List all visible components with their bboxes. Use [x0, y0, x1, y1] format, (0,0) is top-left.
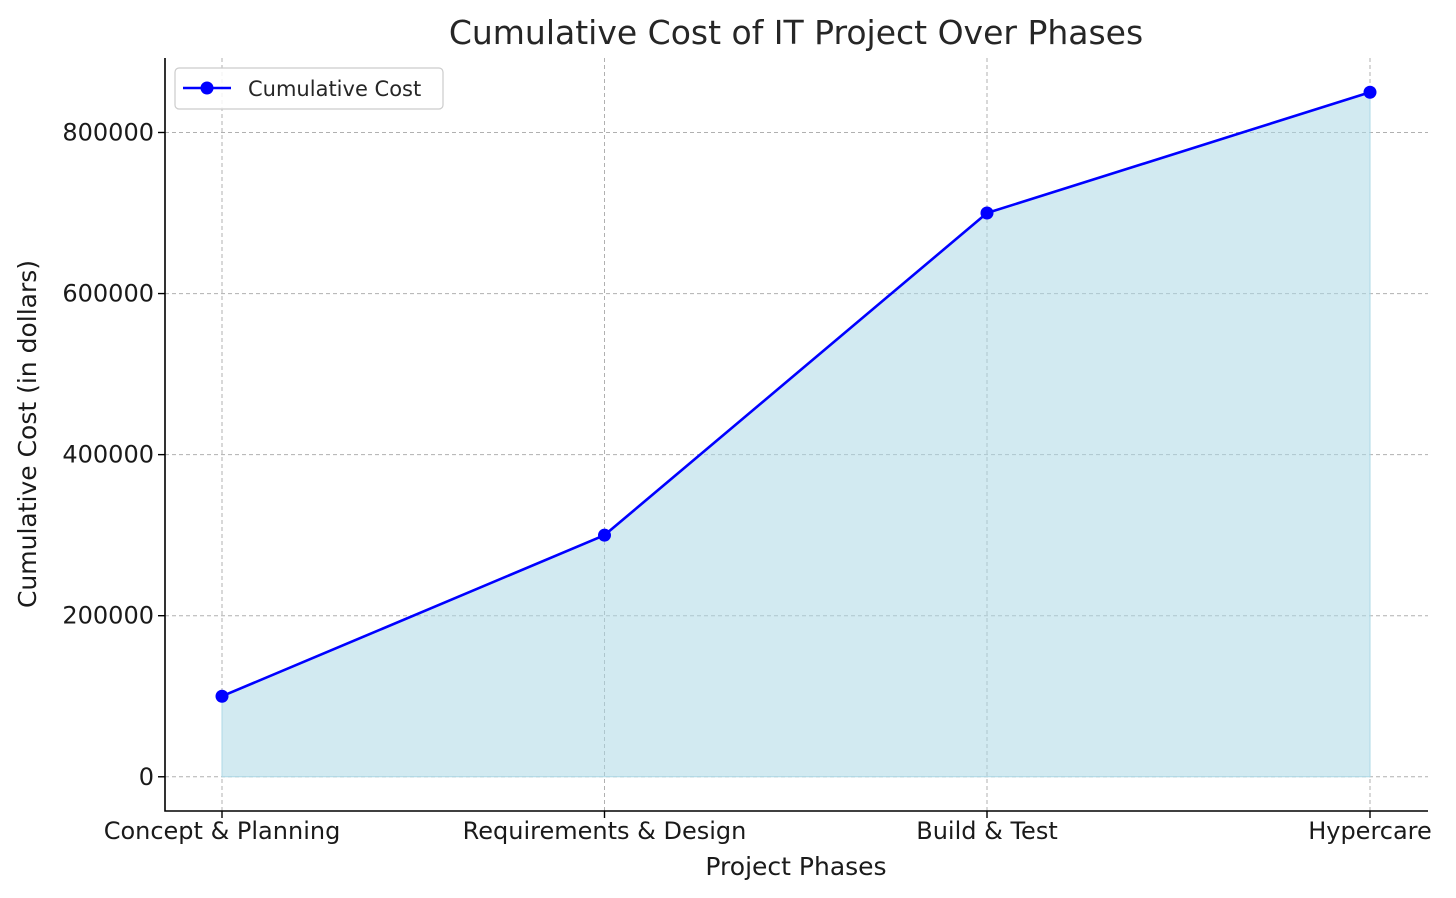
data-point: [1363, 85, 1377, 99]
x-axis-label: Project Phases: [705, 852, 886, 881]
line-layer: [215, 85, 1377, 703]
y-tick-label: 800000: [62, 118, 154, 146]
legend-marker-swatch: [200, 81, 214, 95]
area-layer: [221, 91, 1371, 778]
x-tick-layer: Concept & Planning Requirements & Design B…: [104, 811, 1432, 845]
y-tick-label: 0: [139, 763, 154, 791]
axes-spine: [164, 58, 1428, 812]
x-tick-label: Build & Test: [916, 817, 1057, 845]
y-tick-label: 200000: [62, 602, 154, 630]
series-line: [221, 90, 1371, 698]
legend-label: Cumulative Cost: [248, 77, 421, 101]
data-point: [598, 528, 611, 542]
x-tick-label: Concept & Planning: [104, 817, 341, 845]
axes-layer: [164, 58, 1428, 812]
x-tick-label: Hypercare: [1308, 817, 1432, 845]
data-point: [980, 206, 994, 220]
area-fill: [221, 91, 1371, 778]
y-tick-layer: 0 200000 400000 600000 800000: [62, 118, 165, 791]
data-point: [215, 689, 229, 703]
y-tick-label: 400000: [62, 441, 154, 469]
chart-title: Cumulative Cost of IT Project Over Phase…: [449, 13, 1143, 52]
y-tick-label: 600000: [62, 280, 154, 308]
legend-box: [174, 67, 444, 110]
legend: Cumulative Cost: [174, 67, 444, 110]
y-axis-label: Cumulative Cost (in dollars): [13, 260, 42, 608]
x-tick-label: Requirements & Design: [463, 817, 747, 845]
